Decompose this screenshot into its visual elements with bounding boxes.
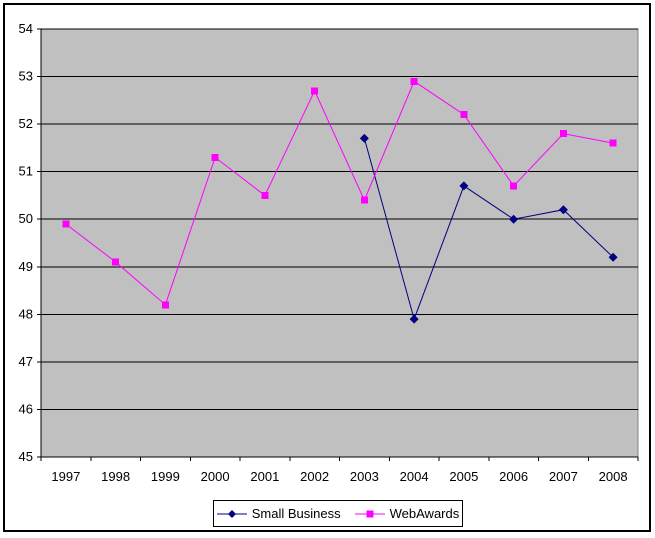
y-tick-label-51: 51 bbox=[19, 164, 33, 179]
plot-area bbox=[40, 28, 639, 458]
square-marker bbox=[161, 301, 169, 309]
x-tick-label-2000: 2000 bbox=[201, 469, 230, 484]
legend-item-small-business: Small Business bbox=[216, 506, 341, 521]
webawards-line-marker-icon bbox=[354, 510, 385, 517]
square-marker bbox=[261, 191, 269, 199]
square-marker bbox=[62, 220, 70, 228]
x-tick-label-2005: 2005 bbox=[449, 469, 478, 484]
series-line bbox=[65, 80, 614, 306]
chart-legend: Small Business WebAwards bbox=[213, 500, 463, 527]
x-tick-label-2004: 2004 bbox=[400, 469, 429, 484]
square-marker bbox=[360, 196, 368, 204]
x-tick-label-2003: 2003 bbox=[350, 469, 379, 484]
diamond-marker bbox=[459, 181, 469, 191]
diamond-marker bbox=[359, 133, 369, 143]
small-business-line-marker-icon bbox=[216, 509, 247, 518]
series-line bbox=[363, 138, 614, 321]
y-tick-label-54: 54 bbox=[19, 21, 33, 36]
y-tick-label-50: 50 bbox=[19, 211, 33, 226]
x-tick-label-2006: 2006 bbox=[499, 469, 528, 484]
square-marker bbox=[311, 87, 319, 95]
y-tick-label-47: 47 bbox=[19, 354, 33, 369]
square-marker bbox=[609, 139, 617, 147]
x-tick-label-1998: 1998 bbox=[101, 469, 130, 484]
diamond-marker bbox=[608, 252, 618, 262]
square-marker bbox=[211, 153, 219, 161]
legend-label-small-business: Small Business bbox=[251, 506, 341, 521]
x-tick-label-1999: 1999 bbox=[151, 469, 180, 484]
x-tick-label-2002: 2002 bbox=[300, 469, 329, 484]
y-tick-label-45: 45 bbox=[19, 449, 33, 464]
y-tick-label-52: 52 bbox=[19, 116, 33, 131]
x-tick-label-1997: 1997 bbox=[51, 469, 80, 484]
x-tick-label-2007: 2007 bbox=[549, 469, 578, 484]
square-marker bbox=[410, 77, 418, 85]
diamond-marker bbox=[409, 314, 419, 324]
square-marker bbox=[112, 258, 120, 266]
y-tick-label-46: 46 bbox=[19, 401, 33, 416]
x-tick-label-2008: 2008 bbox=[599, 469, 628, 484]
y-tick-label-53: 53 bbox=[19, 69, 33, 84]
square-marker bbox=[460, 111, 468, 119]
y-tick-label-48: 48 bbox=[19, 306, 33, 321]
diamond-marker bbox=[558, 205, 568, 215]
legend-label-webawards: WebAwards bbox=[389, 506, 460, 521]
square-marker bbox=[559, 130, 567, 138]
legend-item-webawards: WebAwards bbox=[354, 506, 460, 521]
series-webawards bbox=[62, 77, 617, 309]
diamond-marker bbox=[509, 214, 519, 224]
square-marker bbox=[510, 182, 518, 190]
x-tick-label-2001: 2001 bbox=[250, 469, 279, 484]
y-tick-label-49: 49 bbox=[19, 259, 33, 274]
series-small-business bbox=[359, 133, 618, 324]
